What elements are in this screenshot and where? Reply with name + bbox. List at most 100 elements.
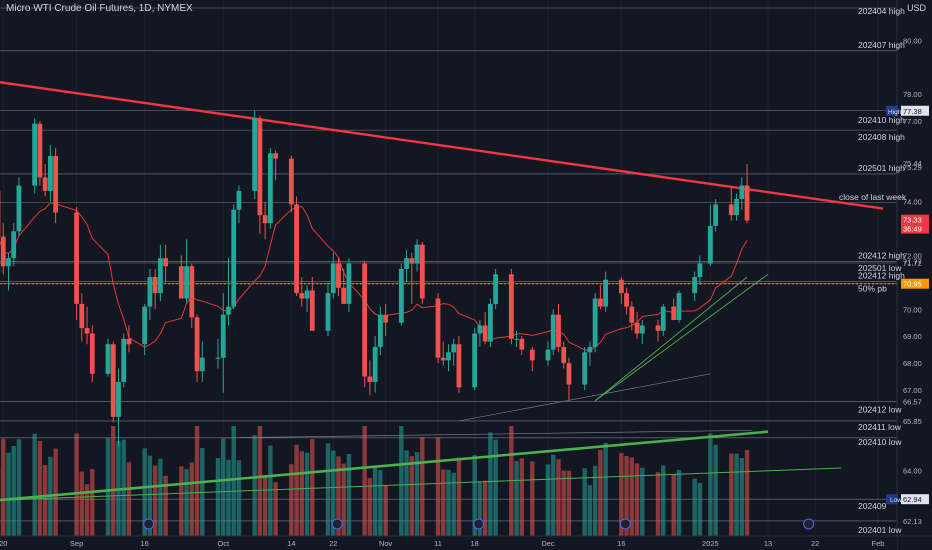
price-badge bbox=[901, 223, 929, 234]
candle-body bbox=[519, 338, 525, 350]
candle-body bbox=[163, 258, 169, 267]
candle-body bbox=[707, 225, 713, 264]
candle-body bbox=[529, 349, 535, 361]
badge-tag-label: High bbox=[888, 109, 902, 116]
volume-bar bbox=[6, 452, 11, 536]
candle-body bbox=[409, 258, 415, 264]
time-tick-label: Sep bbox=[70, 539, 83, 548]
volume-bar bbox=[152, 465, 158, 536]
volume-bar bbox=[147, 455, 153, 536]
price-tick-label: 67.00 bbox=[903, 386, 922, 395]
candle-body bbox=[53, 155, 59, 213]
volume-bar bbox=[37, 441, 43, 536]
candle-body bbox=[11, 231, 17, 259]
candle-body bbox=[566, 363, 572, 385]
level-label: 202412 high bbox=[858, 251, 905, 261]
volume-bar bbox=[367, 478, 373, 536]
volume-bar bbox=[11, 446, 16, 536]
time-tick-label: 22 bbox=[811, 539, 819, 548]
volume-bar bbox=[634, 463, 640, 536]
candle-body bbox=[6, 258, 11, 267]
candle-body bbox=[147, 277, 153, 307]
price-tick-label: 71.72 bbox=[903, 259, 922, 268]
volume-bar bbox=[640, 467, 645, 536]
candle-body bbox=[419, 244, 425, 299]
price-tick-label: 70.00 bbox=[903, 305, 922, 314]
volume-bar bbox=[142, 448, 147, 536]
currency-label[interactable]: USD bbox=[907, 3, 927, 13]
candle-body bbox=[226, 306, 231, 315]
candle-body bbox=[152, 277, 158, 294]
time-tick-label: 20 bbox=[0, 539, 7, 548]
candle-body bbox=[597, 298, 603, 307]
volume-bar bbox=[655, 472, 661, 536]
candle-body bbox=[194, 317, 200, 372]
candle-body bbox=[294, 204, 299, 294]
candle-body bbox=[184, 266, 189, 299]
candle-body bbox=[79, 303, 85, 329]
candle-body bbox=[89, 333, 95, 374]
volume-bar bbox=[441, 469, 446, 536]
volume-bar bbox=[603, 443, 608, 536]
time-tick-label: Dec bbox=[541, 539, 555, 548]
volume-bar bbox=[372, 465, 378, 536]
candle-body bbox=[734, 198, 739, 216]
badge-tag bbox=[886, 494, 898, 505]
volume-bar bbox=[184, 469, 189, 536]
candle-body bbox=[629, 306, 635, 323]
candle-body bbox=[624, 293, 629, 307]
candle-body bbox=[456, 344, 462, 388]
price-tick-label: 68.00 bbox=[903, 359, 922, 368]
candle-body bbox=[16, 185, 22, 232]
volume-bar bbox=[215, 458, 221, 536]
volume-bar bbox=[362, 426, 367, 536]
level-label: 202408 high bbox=[858, 132, 905, 142]
volume-bar bbox=[252, 435, 257, 536]
volume-bar bbox=[587, 485, 593, 536]
volume-bar bbox=[74, 433, 79, 536]
volume-bar bbox=[289, 464, 294, 536]
price-tick-label: 80.00 bbox=[903, 36, 922, 45]
price-tick-label: 75.29 bbox=[903, 163, 922, 172]
volume-bar bbox=[713, 444, 718, 536]
time-tick-label: 16 bbox=[140, 539, 148, 548]
volume-bar bbox=[420, 437, 425, 536]
candle-body bbox=[215, 357, 221, 359]
candle-body bbox=[178, 266, 184, 299]
candle-body bbox=[372, 346, 378, 382]
level-label: 50% pb bbox=[858, 284, 887, 294]
volume-bar bbox=[551, 454, 556, 536]
time-axis-panel bbox=[0, 536, 897, 550]
candle-body bbox=[362, 263, 368, 377]
candle-body bbox=[231, 209, 237, 307]
volume-bar bbox=[325, 443, 331, 536]
price-tick-label: 64.00 bbox=[903, 467, 922, 476]
candle-body bbox=[105, 344, 111, 374]
volume-bar bbox=[619, 453, 624, 536]
candle-body bbox=[603, 279, 609, 307]
time-tick-label: 16 bbox=[617, 539, 625, 548]
volume-bar bbox=[435, 437, 441, 536]
level-label: 202401 low bbox=[858, 525, 902, 535]
level-label: 202501 high bbox=[858, 163, 905, 173]
volume-bar bbox=[624, 456, 629, 536]
volume-bar bbox=[493, 439, 498, 536]
candle-body bbox=[660, 306, 666, 331]
level-label: close of last week bbox=[839, 192, 907, 202]
volume-bar bbox=[231, 426, 236, 536]
candle-body bbox=[84, 328, 90, 334]
ascending-support-line bbox=[0, 430, 769, 502]
volume-bar bbox=[310, 439, 315, 536]
time-tick-label: 13 bbox=[764, 539, 772, 548]
rising-trend-line bbox=[594, 276, 748, 402]
volume-bar bbox=[530, 461, 535, 536]
candle-body bbox=[236, 190, 242, 210]
volume-bar bbox=[514, 461, 519, 536]
candle-body bbox=[304, 290, 310, 299]
volume-bar bbox=[336, 456, 341, 536]
candle-body bbox=[582, 352, 588, 385]
candle-body bbox=[697, 263, 703, 277]
rising-trend-line bbox=[594, 273, 769, 402]
volume-bar bbox=[598, 449, 603, 536]
